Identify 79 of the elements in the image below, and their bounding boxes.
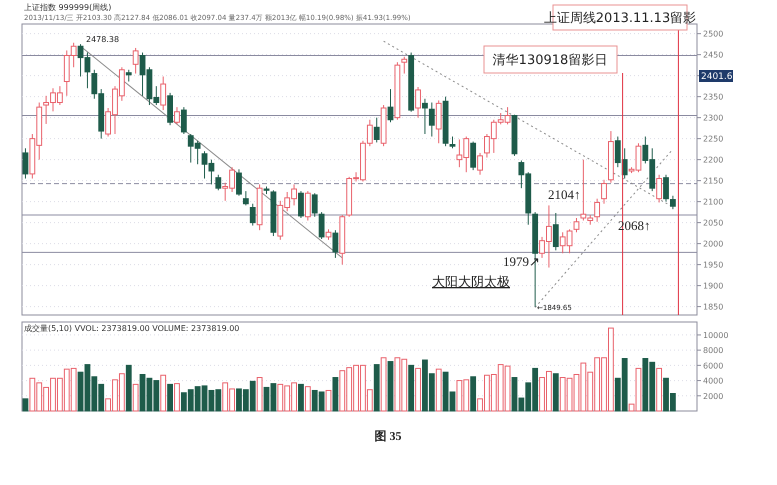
- candlestick: [160, 76, 166, 111]
- candlestick: [304, 190, 311, 222]
- candlestick: [126, 69, 132, 82]
- y-tick-label: 2050: [703, 218, 724, 228]
- candlestick: [601, 179, 607, 204]
- y-tick-label: 10000: [703, 330, 728, 340]
- candlestick: [614, 136, 621, 168]
- bar: [22, 398, 28, 412]
- candlestick: [250, 203, 256, 226]
- y-tick-label: 1900: [703, 282, 724, 291]
- bar: [374, 364, 380, 412]
- y-tick-label: 1850: [703, 302, 724, 312]
- candlestick: [215, 174, 222, 191]
- bar: [436, 368, 442, 412]
- candlestick: [388, 88, 394, 123]
- annotation: 2478.38: [86, 35, 120, 44]
- y-tick-label: 2300: [703, 114, 724, 123]
- bar: [408, 364, 414, 412]
- bar: [332, 377, 338, 412]
- bar: [552, 373, 559, 412]
- y-tick-label: 2350: [703, 92, 724, 102]
- y-tick-label: 4000: [703, 376, 724, 386]
- candlestick: [574, 218, 580, 233]
- chart-title: 上证指数 999999(周线): [24, 3, 112, 12]
- chart-title: 成交量(5,10) VVOL: 2373819.00 VOLUME: 2373819.00: [24, 324, 240, 333]
- bar: [132, 384, 139, 412]
- y-tick-label: 2000: [703, 392, 724, 401]
- bar: [167, 384, 173, 412]
- y-tick-label: 2200: [703, 156, 724, 165]
- bar: [304, 386, 311, 412]
- candlestick: [552, 212, 559, 251]
- candlestick: [422, 98, 428, 135]
- candlestick: [318, 212, 325, 240]
- candlestick: [450, 136, 456, 149]
- y-tick-label: 1950: [703, 260, 724, 270]
- candlestick: [326, 228, 332, 240]
- y-tick-label: 8000: [703, 346, 724, 356]
- candlestick: [132, 47, 139, 74]
- bar: [388, 361, 394, 412]
- annotation: 上证周线2013.11.13留影: [544, 11, 696, 26]
- text: 2401.6: [701, 72, 733, 82]
- y-tick-label: 2250: [703, 134, 724, 144]
- bar: [656, 368, 662, 412]
- candlestick: [470, 141, 476, 171]
- candlestick: [174, 106, 180, 125]
- y-tick-label: 2000: [703, 240, 724, 249]
- candlestick: [428, 102, 435, 138]
- candlestick: [374, 117, 380, 143]
- candlestick: [477, 152, 483, 176]
- candlestick: [663, 174, 669, 202]
- candlestick: [180, 106, 187, 135]
- annotation: 2104↑: [548, 187, 580, 202]
- candlestick: [332, 230, 338, 258]
- annotation: 大阳大阴太极: [432, 274, 510, 289]
- y-tick-label: 2450: [703, 50, 724, 60]
- bar: [470, 376, 476, 412]
- bar: [298, 384, 304, 412]
- bar: [126, 364, 132, 412]
- annotation: 清华130918留影日: [492, 53, 608, 68]
- bar: [256, 377, 263, 412]
- bar: [415, 368, 421, 412]
- candlestick: [670, 195, 676, 210]
- bar: [380, 357, 387, 412]
- y-tick-label: 6000: [703, 361, 724, 370]
- y-tick-label: 2100: [703, 198, 724, 207]
- y-tick-label: 2150: [703, 176, 724, 186]
- bar: [160, 374, 166, 412]
- y-tick-label: 2500: [703, 30, 724, 39]
- candlestick: [312, 192, 318, 218]
- candlestick: [236, 168, 242, 196]
- caption: 图 35: [374, 429, 402, 443]
- candlestick: [242, 190, 249, 206]
- candlestick: [656, 174, 662, 203]
- bar: [174, 383, 180, 412]
- candlestick: [22, 148, 28, 180]
- candlestick: [298, 190, 304, 218]
- candlestick: [415, 86, 421, 118]
- candlestick: [594, 198, 600, 222]
- bar: [326, 390, 332, 412]
